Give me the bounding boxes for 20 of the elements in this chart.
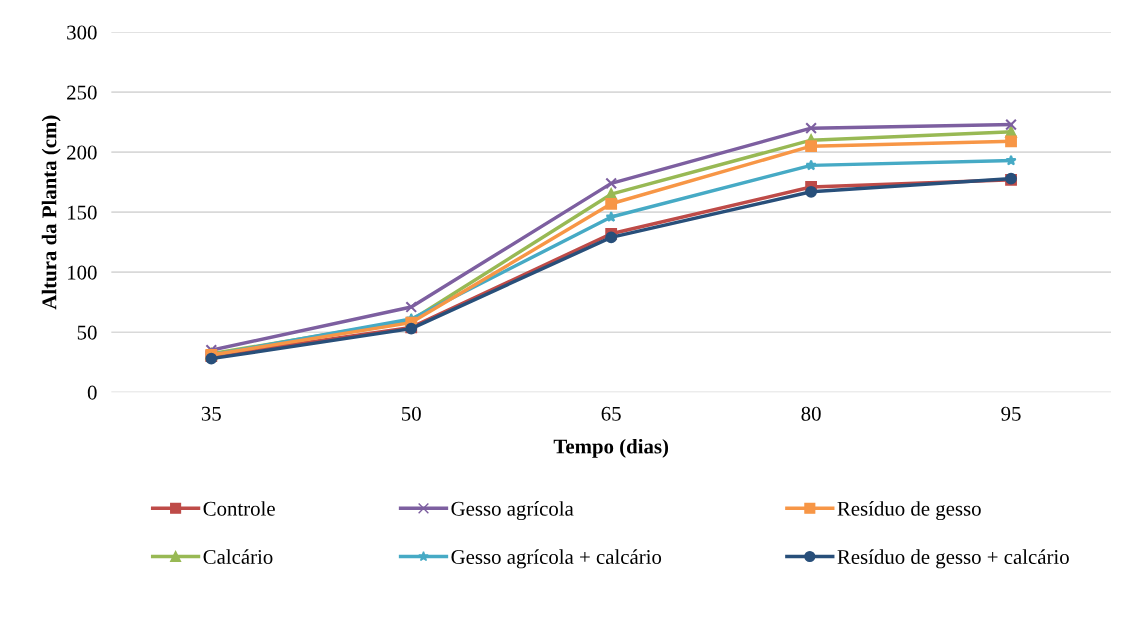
y-tick-label: 250 xyxy=(67,85,97,100)
legend-label: Resíduo de gesso xyxy=(837,501,981,521)
y-axis-title: Altura da Planta (cm) xyxy=(41,115,61,310)
y-tick-label: 50 xyxy=(77,325,97,340)
legend-label: Calcário xyxy=(203,549,273,564)
x-tick-label: 35 xyxy=(201,406,221,421)
x-axis-title: Tempo (dias) xyxy=(553,438,669,458)
x-tick-label: 80 xyxy=(801,406,821,421)
y-tick-label: 100 xyxy=(68,265,97,280)
x-tick-label: 50 xyxy=(402,406,421,421)
legend-label: Gesso agrícola + calcário xyxy=(451,549,662,569)
y-tick-label: 150 xyxy=(68,205,97,220)
legend-label: Resíduo de gesso + calcário xyxy=(837,549,1069,569)
y-tick-label: 300 xyxy=(67,25,97,40)
legend-label: Gesso agrícola xyxy=(451,501,574,521)
y-tick-label: 200 xyxy=(67,145,97,160)
y-tick-label: 0 xyxy=(87,385,97,400)
legend-label: Controle xyxy=(203,501,275,516)
x-tick-label: 95 xyxy=(1001,406,1021,421)
x-tick-label: 65 xyxy=(601,406,621,421)
